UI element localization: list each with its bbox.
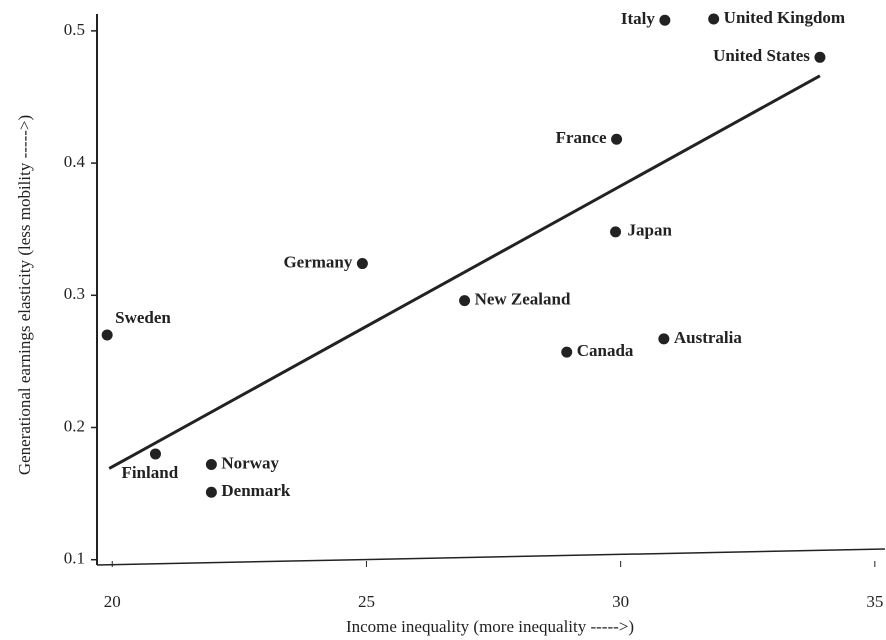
point — [205, 486, 217, 498]
point — [356, 258, 368, 270]
point-label: Italy — [621, 9, 656, 28]
x-tick-label: 25 — [358, 592, 375, 611]
point-label: Germany — [283, 252, 352, 271]
point — [459, 295, 471, 307]
y-tick-label: 0.3 — [64, 284, 85, 303]
point — [814, 51, 826, 63]
x-tick-label: 30 — [612, 592, 629, 611]
point — [659, 14, 671, 26]
point-label: New Zealand — [475, 289, 571, 308]
point-label: France — [556, 128, 607, 147]
point-label: United States — [713, 46, 810, 65]
point-label: Japan — [628, 221, 673, 240]
y-axis-title: Generational earnings elasticity (less m… — [15, 115, 34, 475]
point — [610, 226, 622, 238]
point — [708, 13, 720, 25]
x-tick-label: 20 — [104, 592, 121, 611]
point — [658, 333, 670, 345]
point — [205, 459, 217, 471]
point — [101, 329, 113, 341]
point-label: Canada — [577, 341, 634, 360]
x-axis-title: Income inequality (more inequality -----… — [346, 617, 634, 636]
point-label: Norway — [221, 453, 279, 472]
y-tick-label: 0.5 — [64, 20, 85, 39]
point-label: Australia — [674, 328, 743, 347]
point-label: Sweden — [115, 308, 171, 327]
y-tick-label: 0.1 — [64, 549, 85, 568]
point — [149, 448, 161, 460]
point-label: Denmark — [221, 481, 290, 500]
point — [561, 346, 573, 358]
trend-line — [108, 74, 821, 470]
point — [611, 133, 623, 145]
x-axis — [96, 548, 886, 566]
point-label: United Kingdom — [724, 8, 845, 27]
x-tick-label: 35 — [866, 592, 883, 611]
y-tick-label: 0.4 — [64, 152, 86, 171]
point-label: Finland — [121, 463, 178, 482]
y-tick-label: 0.2 — [64, 416, 85, 435]
